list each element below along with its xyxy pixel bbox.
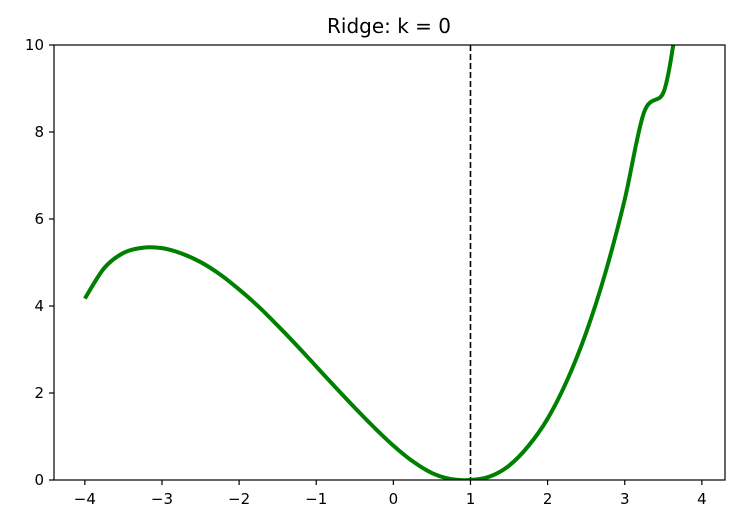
series-line-0 bbox=[83, 45, 676, 480]
y-tick-label: 6 bbox=[34, 210, 44, 228]
x-tick-label: −4 bbox=[74, 490, 96, 508]
x-tick-label: 1 bbox=[466, 490, 476, 508]
plot-area bbox=[83, 45, 676, 480]
y-tick-label: 10 bbox=[25, 36, 44, 54]
x-tick-label: 0 bbox=[389, 490, 399, 508]
x-tick-label: 4 bbox=[697, 490, 707, 508]
x-tick-label: −1 bbox=[305, 490, 327, 508]
y-tick-label: 0 bbox=[34, 471, 44, 489]
axes: −4 −3 −2 −1 0 1 2 3 4 0 2 4 6 8 10 bbox=[25, 36, 707, 508]
axes-frame bbox=[53, 44, 726, 481]
y-tick-label: 2 bbox=[34, 384, 44, 402]
x-tick-label: 3 bbox=[620, 490, 630, 508]
y-tick-label: 4 bbox=[34, 297, 44, 315]
y-tick-label: 8 bbox=[34, 123, 44, 141]
chart-title: Ridge: k = 0 bbox=[327, 14, 451, 38]
x-tick-label: −2 bbox=[228, 490, 250, 508]
x-tick-label: −3 bbox=[151, 490, 173, 508]
x-tick-label: 2 bbox=[543, 490, 553, 508]
